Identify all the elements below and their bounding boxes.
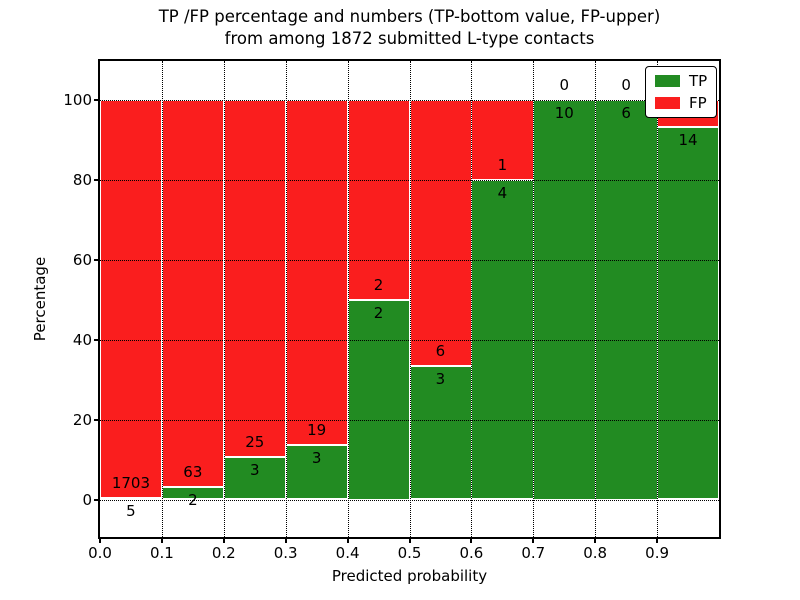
y-tick-label: 0 xyxy=(82,490,92,509)
bar-tp-segment xyxy=(223,456,287,500)
y-tick-label: 80 xyxy=(72,170,92,189)
tp-count-label: 6 xyxy=(621,104,631,122)
chart-title: TP /FP percentage and numbers (TP-bottom… xyxy=(100,6,719,50)
x-tick-mark xyxy=(408,539,411,543)
bar-fp-segment xyxy=(223,100,287,457)
fp-count-label: 25 xyxy=(245,432,265,451)
bar-tp-segment xyxy=(595,100,658,500)
bar-tp-segment xyxy=(657,126,720,500)
fp-count-label: 0 xyxy=(621,76,631,94)
fp-count-label: 1703 xyxy=(111,474,151,493)
y-tick-label: 40 xyxy=(72,330,92,349)
bar-fp-segment xyxy=(161,100,225,488)
y-tick-mark xyxy=(94,258,98,261)
y-tick-mark xyxy=(94,99,98,101)
x-tick-label: 0.6 xyxy=(459,544,484,562)
x-tick-label: 0.8 xyxy=(583,544,608,562)
tp-count-label: 3 xyxy=(435,370,446,389)
bar-fp-segment xyxy=(347,100,410,300)
y-tick-label: 20 xyxy=(72,410,92,429)
legend-label-fp: FP xyxy=(689,94,707,112)
fp-count-label: 6 xyxy=(435,342,446,361)
fp-count-label: 2 xyxy=(373,275,384,294)
x-tick-mark xyxy=(284,539,287,543)
x-gridline xyxy=(533,61,535,537)
x-gridline xyxy=(223,61,225,537)
x-tick-mark xyxy=(532,539,535,543)
x-tick-mark xyxy=(594,539,597,543)
x-gridline xyxy=(347,61,349,537)
x-tick-label: 0.3 xyxy=(273,544,298,562)
x-tick-mark xyxy=(656,539,659,543)
tp-count-label: 3 xyxy=(249,460,260,479)
x-tick-mark xyxy=(470,539,473,543)
x-gridline xyxy=(657,61,659,537)
legend-swatch-fp-icon xyxy=(655,97,680,109)
x-tick-mark xyxy=(160,539,163,543)
legend-item-fp: FP xyxy=(655,95,707,111)
plot-area: 1703563225319322631401006114 xyxy=(100,61,720,537)
fp-count-label: 63 xyxy=(183,463,203,482)
fp-count-label: 1 xyxy=(497,155,508,174)
x-tick-label: 0.4 xyxy=(335,544,360,562)
legend-item-tp: TP xyxy=(655,73,707,89)
x-tick-mark xyxy=(346,539,349,543)
tp-count-label: 10 xyxy=(554,104,574,122)
chart-title-line2: from among 1872 submitted L-type contact… xyxy=(224,29,595,48)
x-tick-mark xyxy=(222,539,225,543)
x-gridline xyxy=(161,61,163,537)
bar-fp-segment xyxy=(285,100,349,446)
y-tick-label: 60 xyxy=(72,250,92,269)
x-tick-label: 0.0 xyxy=(88,544,112,562)
x-axis-label: Predicted probability xyxy=(331,567,488,585)
x-gridline xyxy=(285,61,287,537)
legend: TP FP xyxy=(645,66,718,118)
bar-tp-segment xyxy=(347,299,410,500)
y-tick-mark xyxy=(94,498,98,501)
bar-fp-segment xyxy=(100,100,163,499)
fp-count-label: 19 xyxy=(307,421,327,440)
x-gridline xyxy=(471,61,473,537)
y-axis-label: Percentage xyxy=(31,256,49,342)
tp-count-label: 4 xyxy=(497,183,508,202)
x-tick-label: 0.7 xyxy=(521,544,546,562)
x-tick-mark xyxy=(99,539,101,543)
x-tick-label: 0.5 xyxy=(397,544,422,562)
bar-tp-segment xyxy=(533,100,596,500)
x-tick-label: 0.1 xyxy=(149,544,174,562)
x-gridline xyxy=(595,61,597,537)
y-tick-mark xyxy=(94,418,98,421)
legend-label-tp: TP xyxy=(689,72,708,90)
tp-count-label: 5 xyxy=(126,502,136,521)
legend-swatch-tp-icon xyxy=(655,75,680,87)
tp-count-label: 2 xyxy=(373,303,384,322)
x-tick-label: 0.9 xyxy=(645,544,670,562)
tp-count-label: 2 xyxy=(188,491,198,510)
fp-count-label: 0 xyxy=(559,76,570,94)
y-tick-mark xyxy=(94,338,98,341)
chart-title-line1: TP /FP percentage and numbers (TP-bottom… xyxy=(158,7,661,26)
tp-count-label: 3 xyxy=(311,449,322,468)
tp-count-label: 14 xyxy=(678,130,698,149)
bar-fp-segment xyxy=(409,100,472,367)
y-tick-mark xyxy=(94,178,98,181)
x-tick-label: 0.2 xyxy=(211,544,236,562)
y-tick-label: 100 xyxy=(63,91,92,109)
x-gridline xyxy=(409,61,411,537)
